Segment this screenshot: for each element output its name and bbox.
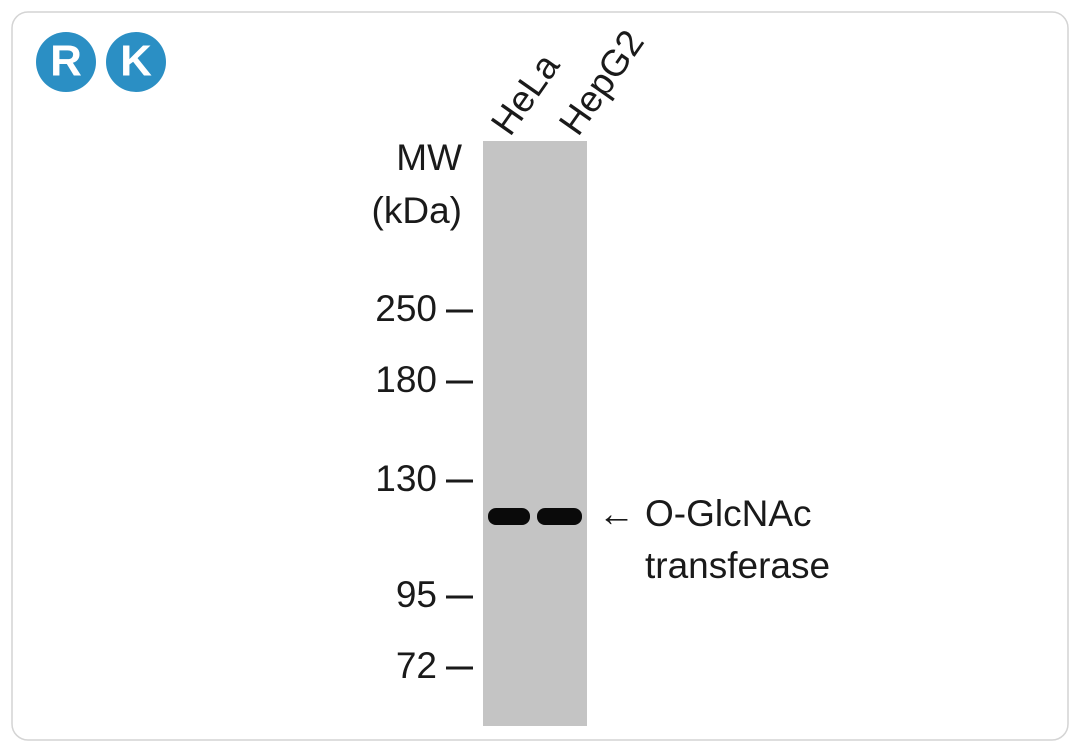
- gel: [483, 141, 587, 726]
- logo-circle: [106, 32, 166, 92]
- marker-label: 130: [375, 458, 437, 499]
- logo-circle: [36, 32, 96, 92]
- marker-label: 250: [375, 288, 437, 329]
- marker-label: 180: [375, 359, 437, 400]
- band: [488, 508, 530, 525]
- mw-label: (kDa): [372, 190, 462, 231]
- band-label: O-GlcNAc: [645, 493, 812, 534]
- marker-label: 95: [396, 574, 437, 615]
- band-label: transferase: [645, 545, 830, 586]
- mw-label: MW: [396, 137, 462, 178]
- logo-letter: K: [120, 37, 152, 86]
- logo-letter: R: [50, 37, 82, 86]
- band: [537, 508, 582, 525]
- marker-label: 72: [396, 645, 437, 686]
- arrow: ←: [598, 493, 635, 534]
